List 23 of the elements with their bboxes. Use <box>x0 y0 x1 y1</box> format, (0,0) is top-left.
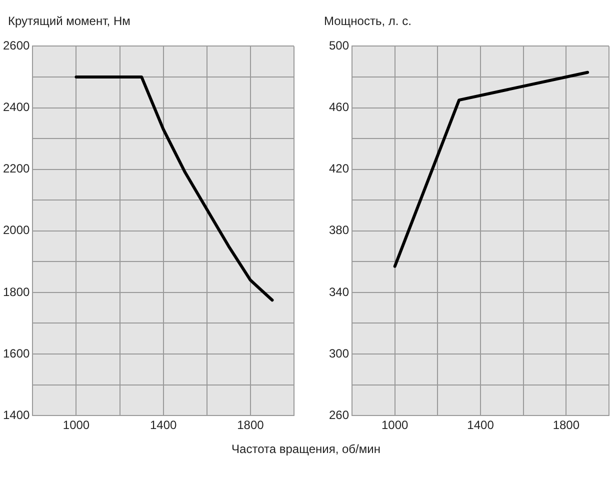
x-tick-label: 1400 <box>150 418 178 432</box>
y-tick-label: 1400 <box>2 408 30 422</box>
y-tick-label: 2600 <box>2 38 30 53</box>
x-tick-label: 1800 <box>552 418 580 432</box>
y-tick-label: 500 <box>328 38 350 53</box>
y-tick-label: 2000 <box>2 223 30 238</box>
y-tick-label: 300 <box>328 346 350 360</box>
x-tick-label: 1000 <box>62 418 90 432</box>
x-tick-label: 1400 <box>467 418 494 432</box>
y-tick-label: 340 <box>328 284 350 299</box>
y-axis-title: Крутящий момент, Нм <box>8 14 130 28</box>
x-axis-title: Частота вращения, об/мин <box>230 442 382 456</box>
y-axis-title: Мощность, л. с. <box>324 14 412 28</box>
y-tick-label: 2400 <box>2 100 30 114</box>
y-tick-label: 1600 <box>2 346 30 360</box>
y-tick-label: 420 <box>328 162 350 176</box>
y-tick-label: 380 <box>328 223 350 238</box>
y-tick-label: 260 <box>328 408 350 422</box>
y-tick-label: 2200 <box>2 162 30 176</box>
x-tick-label: 1800 <box>237 418 264 432</box>
y-tick-label: 1800 <box>2 284 30 299</box>
x-tick-label: 1000 <box>382 418 409 432</box>
y-tick-label: 460 <box>328 100 350 114</box>
